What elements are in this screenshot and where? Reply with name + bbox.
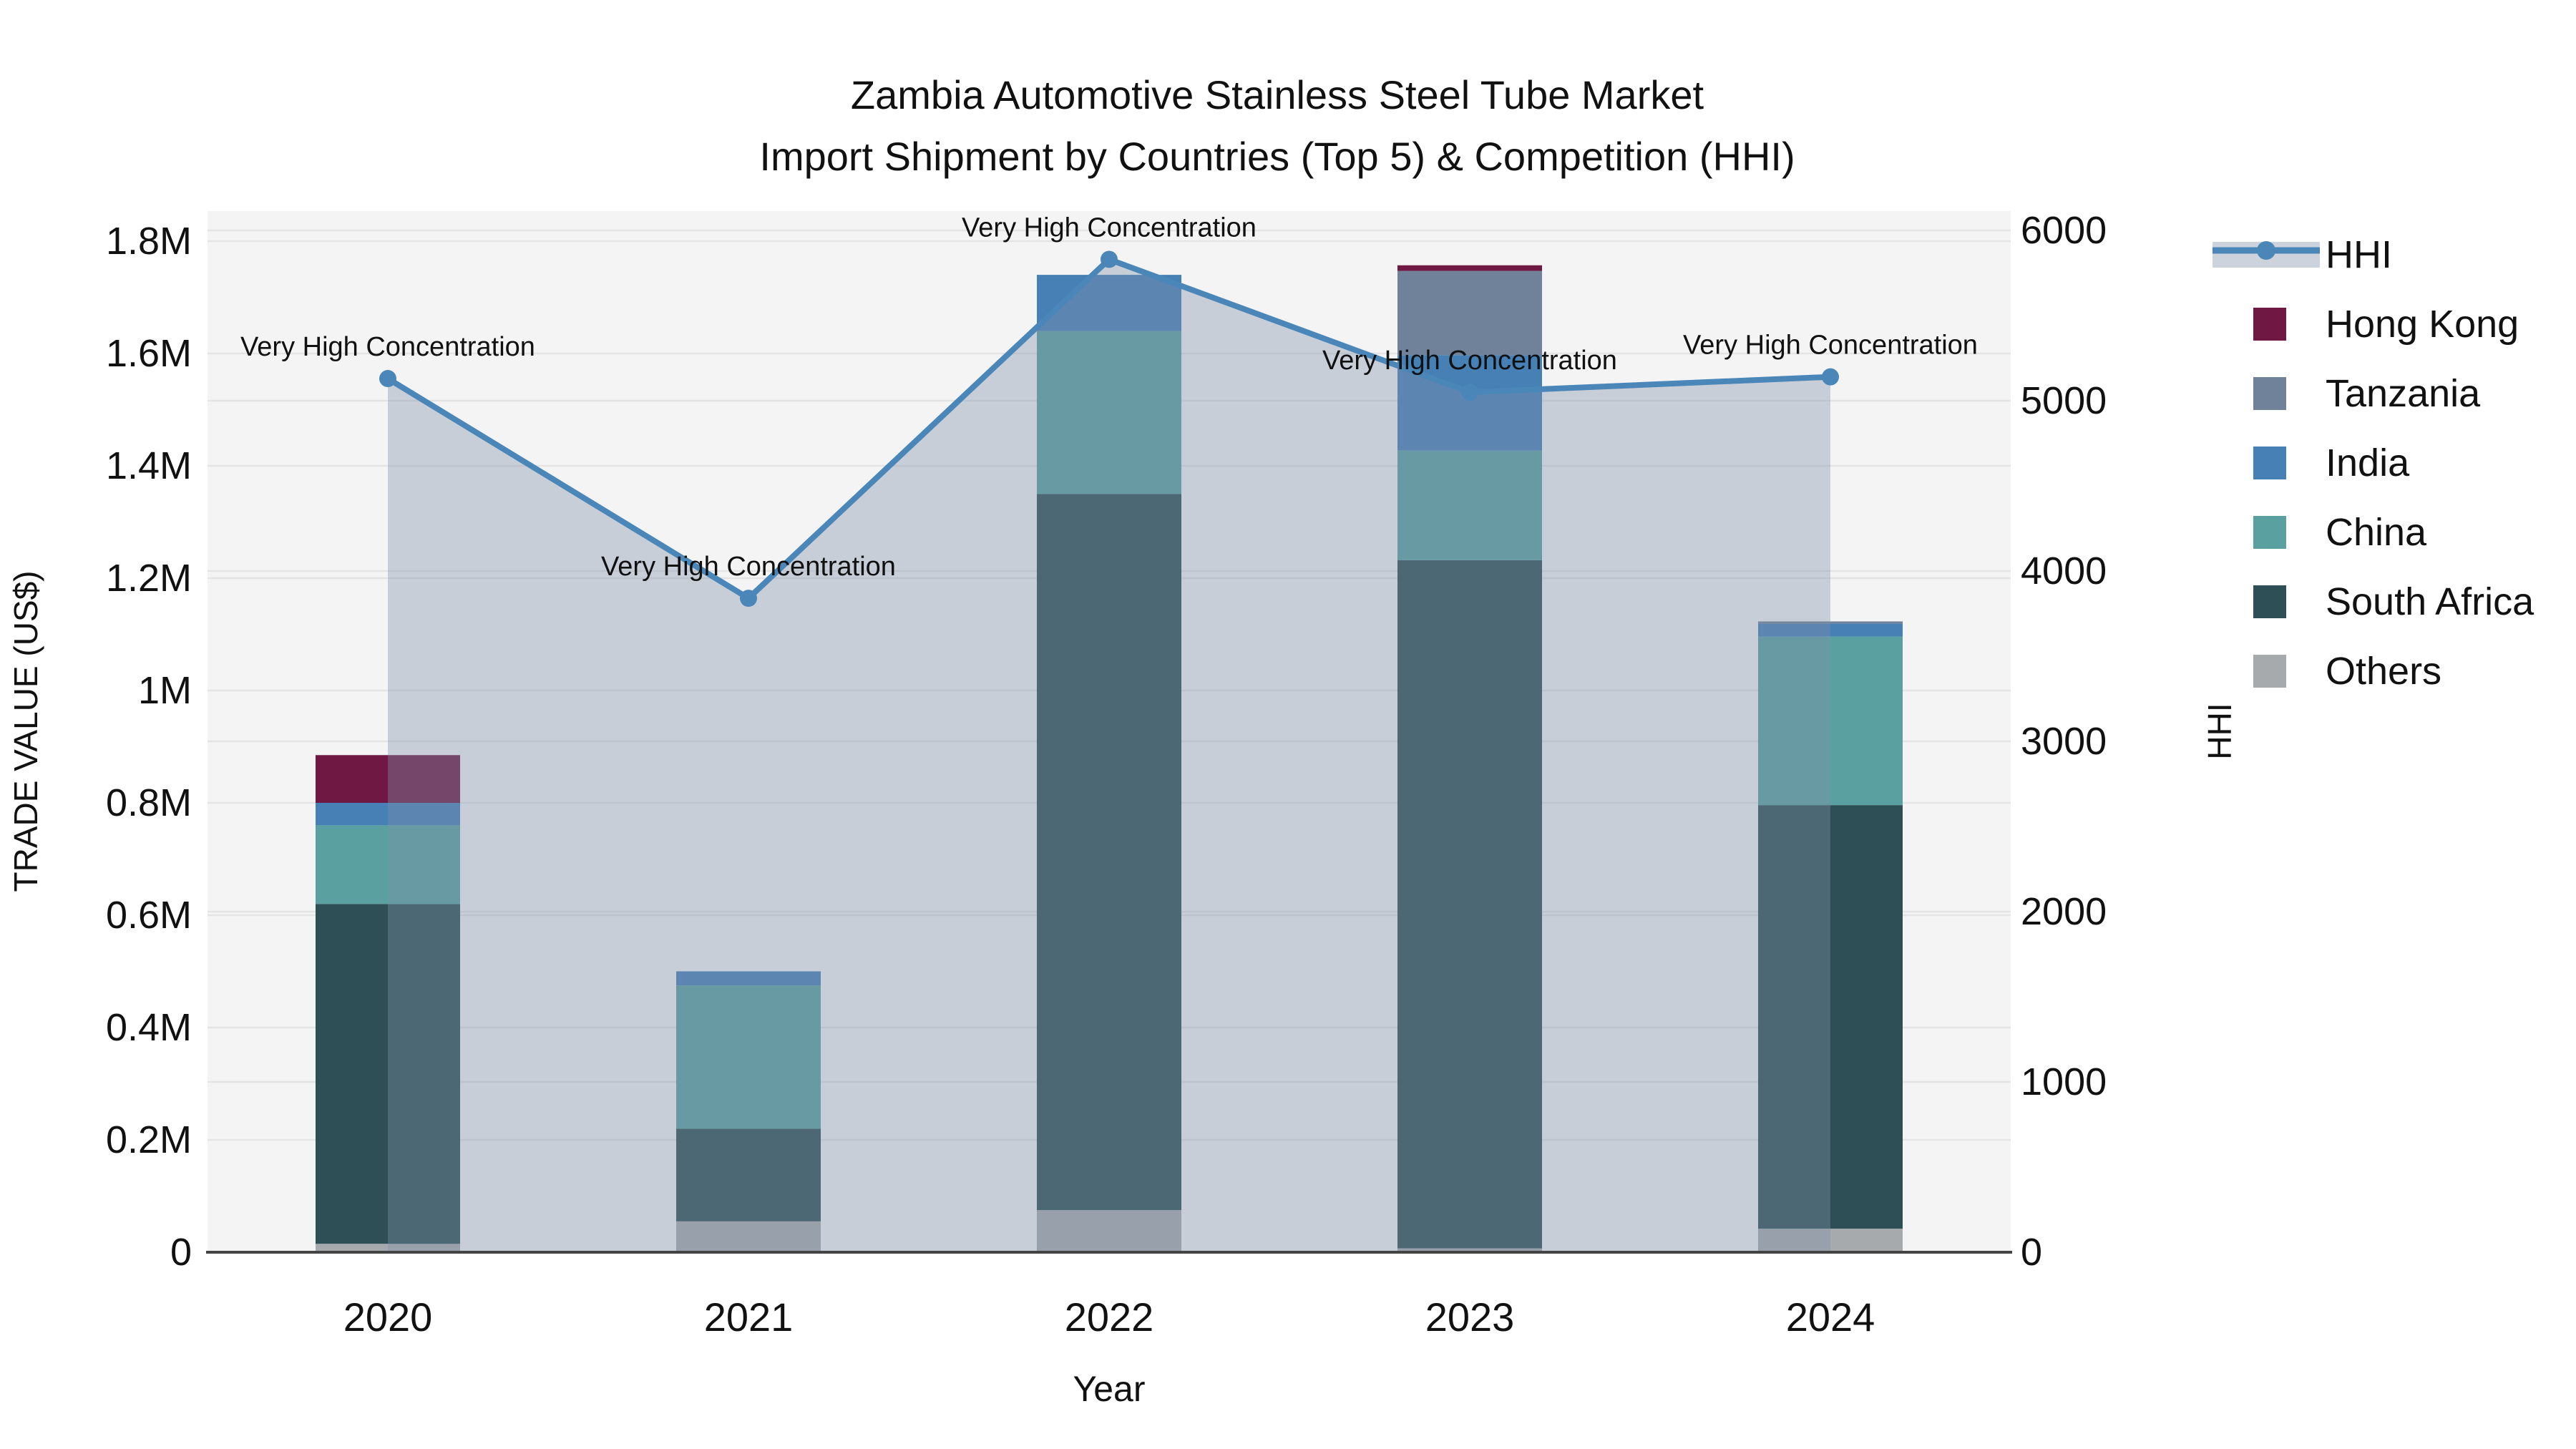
y-tick-label-left: 0.6M (106, 894, 192, 937)
legend-item-others[interactable]: Others (2253, 650, 2441, 693)
bar-series-group (316, 265, 1903, 1252)
legend-item-india[interactable]: India (2253, 441, 2410, 484)
hhi-marker-2024[interactable] (1822, 368, 1839, 386)
bar-segment-others-2020[interactable] (316, 1244, 460, 1252)
y-tick-label-left: 1.8M (106, 220, 192, 263)
legend-swatch-hong-kong (2253, 308, 2286, 341)
y-tick-label-left: 1.6M (106, 332, 192, 375)
hhi-marker-2020[interactable] (379, 370, 396, 388)
y-axis-title-right: HHI (2201, 703, 2238, 759)
legend-swatch-others (2253, 655, 2286, 688)
bar-segment-others-2021[interactable] (676, 1221, 821, 1252)
legend-label-south-africa: South Africa (2326, 580, 2534, 623)
bar-segment-china-2023[interactable] (1397, 450, 1542, 560)
hhi-area (388, 259, 1830, 1253)
bar-segment-others-2023[interactable] (1397, 1248, 1542, 1252)
legend-item-south-africa[interactable]: South Africa (2253, 580, 2534, 623)
y-axis-title-left: TRADE VALUE (US$) (7, 570, 44, 892)
hhi-marker-2022[interactable] (1101, 250, 1118, 268)
bar-segment-south-africa-2022[interactable] (1037, 494, 1181, 1211)
bar-segment-india-2021[interactable] (676, 971, 821, 986)
y-tick-label-left: 0 (170, 1231, 192, 1274)
bar-segment-china-2020[interactable] (316, 825, 460, 904)
legend-label-tanzania: Tanzania (2326, 372, 2481, 415)
y-tick-label-right: 5000 (2021, 379, 2107, 422)
hhi-marker-2021[interactable] (740, 590, 757, 608)
y-tick-label-right: 4000 (2021, 550, 2107, 592)
chart-title-line2: Import Shipment by Countries (Top 5) & C… (759, 134, 1795, 179)
y-tick-label-left: 0.8M (106, 781, 192, 824)
bar-segment-china-2022[interactable] (1037, 331, 1181, 494)
y-tick-label-left: 1M (138, 669, 192, 712)
y-tick-label-right: 6000 (2021, 209, 2107, 252)
legend-item-tanzania[interactable]: Tanzania (2253, 372, 2481, 415)
annotation-2023: Very High Concentration (1322, 346, 1617, 376)
annotation-2022: Very High Concentration (962, 213, 1257, 243)
bar-segment-india-2020[interactable] (316, 803, 460, 826)
bar-segment-others-2022[interactable] (1037, 1210, 1181, 1252)
legend-swatch-india (2253, 447, 2286, 479)
legend-swatch-tanzania (2253, 377, 2286, 410)
annotation-2020: Very High Concentration (240, 332, 535, 362)
bar-segment-south-africa-2021[interactable] (676, 1128, 821, 1221)
bar-segment-tanzania-2024[interactable] (1758, 621, 1903, 624)
y-tick-label-left: 0.2M (106, 1118, 192, 1161)
bar-segment-tanzania-2023[interactable] (1397, 270, 1542, 356)
bar-segment-hong-kong-2023[interactable] (1397, 265, 1542, 271)
hhi-marker-2023[interactable] (1461, 384, 1478, 401)
y-tick-label-left: 1.4M (106, 444, 192, 487)
y-tick-label-right: 2000 (2021, 890, 2107, 933)
bar-segment-south-africa-2023[interactable] (1397, 560, 1542, 1249)
annotation-2021: Very High Concentration (601, 552, 896, 582)
x-tick-label-2022: 2022 (1065, 1294, 1154, 1340)
y-tick-label-left: 0.4M (106, 1006, 192, 1049)
bar-segment-south-africa-2020[interactable] (316, 904, 460, 1244)
bar-segment-china-2021[interactable] (676, 985, 821, 1129)
legend-label-hhi: HHI (2326, 233, 2392, 276)
legend-swatch-china (2253, 516, 2286, 549)
y-tick-label-right: 0 (2021, 1231, 2042, 1274)
legend-marker-hhi (2257, 241, 2275, 260)
chart-title-line1: Zambia Automotive Stainless Steel Tube M… (851, 72, 1704, 117)
y-tick-label-right: 1000 (2021, 1060, 2107, 1103)
bar-segment-china-2024[interactable] (1758, 636, 1903, 806)
x-tick-label-2020: 2020 (343, 1294, 433, 1340)
legend-item-china[interactable]: China (2253, 511, 2427, 554)
y-tick-label-right: 3000 (2021, 720, 2107, 763)
legend-item-hhi[interactable]: HHI (2212, 233, 2392, 276)
y-tick-label-left: 1.2M (106, 557, 192, 600)
x-tick-label-2021: 2021 (704, 1294, 794, 1340)
legend-label-hong-kong: Hong Kong (2326, 303, 2519, 346)
x-axis-title: Year (1073, 1369, 1145, 1409)
bar-segment-others-2024[interactable] (1758, 1229, 1903, 1252)
legend-swatch-south-africa (2253, 585, 2286, 618)
legend-label-others: Others (2326, 650, 2441, 693)
legend-item-hong-kong[interactable]: Hong Kong (2253, 303, 2519, 346)
bar-segment-south-africa-2024[interactable] (1758, 805, 1903, 1229)
legend: HHI Hong Kong Tanzania India China South Afri… (2212, 233, 2534, 693)
x-tick-label-2023: 2023 (1425, 1294, 1515, 1340)
legend-label-india: India (2326, 441, 2410, 484)
bar-segment-india-2024[interactable] (1758, 623, 1903, 637)
x-tick-label-2024: 2024 (1786, 1294, 1875, 1340)
bar-segment-hong-kong-2020[interactable] (316, 755, 460, 803)
bar-segment-india-2023[interactable] (1397, 355, 1542, 451)
legend-label-china: China (2326, 511, 2427, 554)
annotation-2024: Very High Concentration (1683, 331, 1978, 361)
